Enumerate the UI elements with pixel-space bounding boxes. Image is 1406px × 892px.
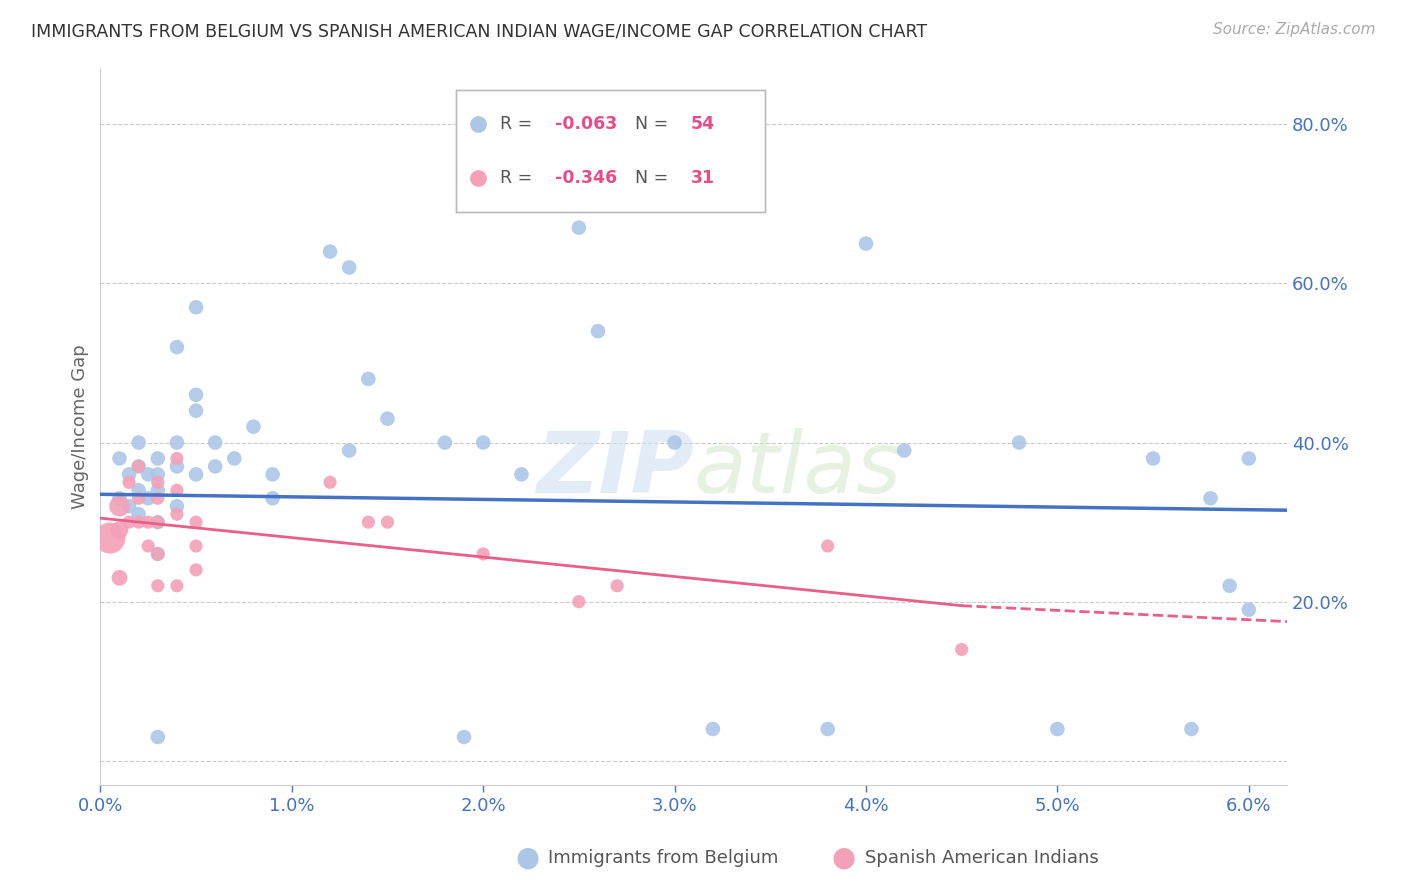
Point	[357, 372, 380, 386]
Point	[702, 722, 724, 736]
Point	[242, 419, 264, 434]
Point	[664, 435, 686, 450]
Text: atlas: atlas	[693, 428, 901, 511]
Point	[184, 388, 207, 402]
Text: Spanish American Indians: Spanish American Indians	[865, 849, 1098, 867]
Point	[1046, 722, 1069, 736]
Point	[184, 300, 207, 314]
Point	[337, 443, 360, 458]
Point	[166, 500, 188, 514]
Point	[146, 491, 169, 506]
Point	[817, 722, 839, 736]
Point	[1180, 722, 1202, 736]
Point	[128, 491, 150, 506]
Point	[568, 595, 591, 609]
Point	[472, 547, 495, 561]
Point	[128, 483, 150, 498]
Point	[1219, 579, 1241, 593]
Point	[146, 483, 169, 498]
Point	[184, 403, 207, 417]
Point	[166, 459, 188, 474]
Point	[319, 244, 342, 259]
Point	[118, 515, 141, 529]
Point	[817, 539, 839, 553]
Point	[108, 491, 131, 506]
Text: Source: ZipAtlas.com: Source: ZipAtlas.com	[1212, 22, 1375, 37]
Point	[204, 435, 226, 450]
Point	[118, 467, 141, 482]
Point	[108, 500, 131, 514]
Point	[98, 531, 121, 545]
Point	[453, 730, 475, 744]
Point	[377, 411, 399, 425]
Point	[377, 515, 399, 529]
Point	[337, 260, 360, 275]
Point	[166, 340, 188, 354]
Point	[184, 467, 207, 482]
Point	[128, 459, 150, 474]
Point	[146, 515, 169, 529]
Point	[204, 459, 226, 474]
Point	[128, 459, 150, 474]
Point	[893, 443, 915, 458]
Point	[166, 483, 188, 498]
Point	[136, 515, 159, 529]
Point	[166, 507, 188, 521]
Point	[319, 475, 342, 490]
Point	[118, 500, 141, 514]
Point	[1199, 491, 1222, 506]
Point	[108, 523, 131, 537]
Point	[950, 642, 973, 657]
Point	[568, 220, 591, 235]
Point	[586, 324, 609, 338]
Point	[108, 571, 131, 585]
Point	[146, 547, 169, 561]
Point	[184, 539, 207, 553]
Point	[146, 579, 169, 593]
Point	[136, 539, 159, 553]
Point	[1237, 602, 1260, 616]
Point	[472, 435, 495, 450]
Text: IMMIGRANTS FROM BELGIUM VS SPANISH AMERICAN INDIAN WAGE/INCOME GAP CORRELATION C: IMMIGRANTS FROM BELGIUM VS SPANISH AMERI…	[31, 22, 927, 40]
Point	[146, 467, 169, 482]
Point	[510, 467, 533, 482]
Point	[433, 435, 456, 450]
Point	[146, 451, 169, 466]
Point	[262, 491, 284, 506]
Point	[128, 435, 150, 450]
Text: Immigrants from Belgium: Immigrants from Belgium	[548, 849, 779, 867]
Point	[128, 515, 150, 529]
Point	[184, 515, 207, 529]
Point	[606, 579, 628, 593]
Point	[166, 435, 188, 450]
Point	[128, 507, 150, 521]
Point	[136, 467, 159, 482]
Point	[108, 451, 131, 466]
Point	[224, 451, 246, 466]
Text: ●: ●	[831, 844, 856, 872]
Point	[146, 730, 169, 744]
Point	[855, 236, 877, 251]
Point	[166, 579, 188, 593]
Text: ZIP: ZIP	[536, 428, 693, 511]
Point	[118, 475, 141, 490]
Point	[1142, 451, 1164, 466]
Point	[1237, 451, 1260, 466]
Text: ●: ●	[515, 844, 540, 872]
Point	[1008, 435, 1031, 450]
Point	[146, 547, 169, 561]
Point	[166, 451, 188, 466]
Point	[184, 563, 207, 577]
Point	[357, 515, 380, 529]
Point	[136, 491, 159, 506]
Point	[262, 467, 284, 482]
Y-axis label: Wage/Income Gap: Wage/Income Gap	[72, 344, 89, 509]
Point	[146, 475, 169, 490]
Point	[146, 515, 169, 529]
